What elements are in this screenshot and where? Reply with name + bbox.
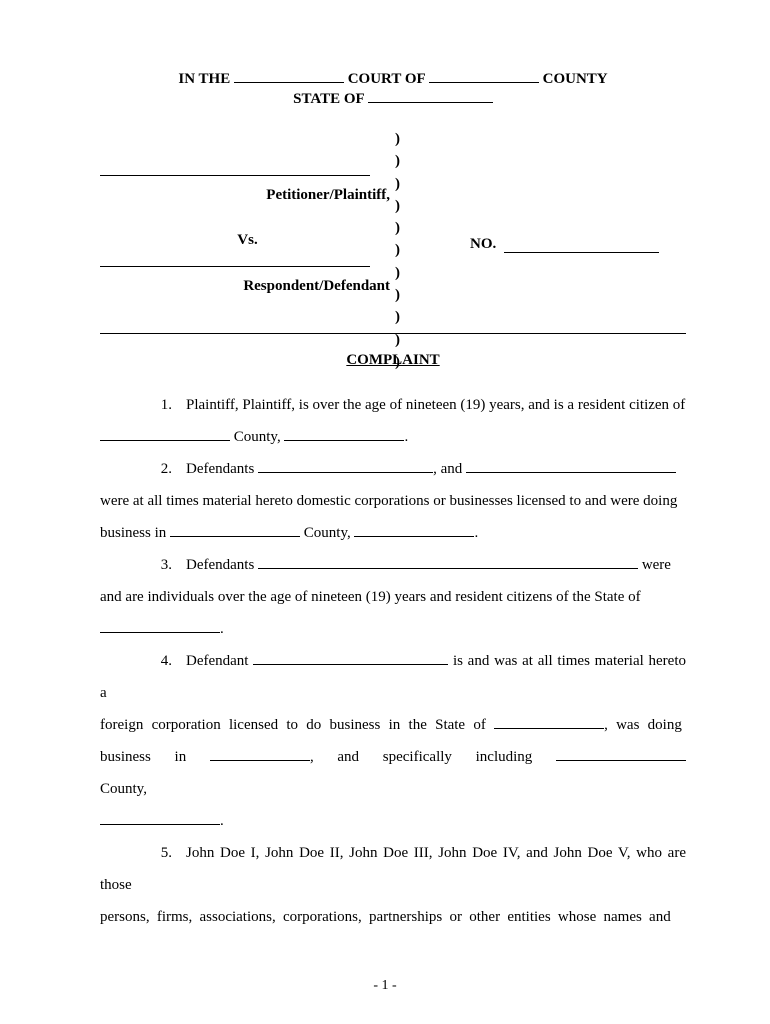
p4-text-a: Defendant bbox=[186, 653, 253, 669]
p2-text-a: Defendants bbox=[186, 461, 258, 477]
blank-p3-defendants bbox=[258, 555, 638, 569]
blank-case-number bbox=[504, 252, 659, 253]
para-5-cont: persons, firms, associations, corporatio… bbox=[100, 901, 686, 933]
para-5: 5.John Doe I, John Doe II, John Doe III,… bbox=[100, 837, 686, 901]
blank-p1-state bbox=[284, 427, 404, 441]
blank-p4-county bbox=[556, 747, 686, 761]
para-3-cont2: . bbox=[100, 613, 686, 645]
body-text: 1.Plaintiff, Plaintiff, is over the age … bbox=[100, 389, 686, 933]
p3-text-a: Defendants bbox=[186, 557, 258, 573]
blank-county-name bbox=[429, 70, 539, 83]
p4-text-h: . bbox=[220, 813, 224, 829]
blank-p4-end bbox=[100, 811, 220, 825]
p2-text-e: County, bbox=[300, 525, 354, 541]
divider bbox=[100, 333, 686, 334]
blank-state-name bbox=[368, 90, 493, 103]
para-2: 2.Defendants , and bbox=[100, 453, 686, 485]
p3-text-c: and are individuals over the age of nine… bbox=[100, 589, 641, 605]
p3-text-d: . bbox=[220, 621, 224, 637]
caption-left: Petitioner/Plaintiff, Vs. Respondent/Def… bbox=[100, 128, 395, 295]
para-4-cont2: business in , and specifically including… bbox=[100, 741, 686, 805]
header-text-1a: IN THE bbox=[178, 71, 234, 87]
p1-text-c: . bbox=[404, 429, 408, 445]
blank-p1-county bbox=[100, 427, 230, 441]
p1-text-b: County, bbox=[230, 429, 284, 445]
p4-text-d: , was doing bbox=[604, 717, 682, 733]
blank-p4-def bbox=[253, 651, 448, 665]
p2-text-c: were at all times material hereto domest… bbox=[100, 493, 677, 509]
caption-area: ))))) )))))) Petitioner/Plaintiff, Vs. R… bbox=[100, 128, 686, 295]
blank-p2-def1 bbox=[258, 459, 433, 473]
header-text-1c: COUNTY bbox=[539, 71, 608, 87]
para-2-cont2: business in County, . bbox=[100, 517, 686, 549]
blank-p2-state bbox=[354, 523, 474, 537]
p2-text-d: business in bbox=[100, 525, 170, 541]
vs-label: Vs. bbox=[100, 232, 395, 249]
p4-text-e: business in bbox=[100, 749, 210, 765]
para-4-cont1: foreign corporation licensed to do busin… bbox=[100, 709, 686, 741]
p3-text-b: were bbox=[638, 557, 671, 573]
header-line-1: IN THE COURT OF COUNTY bbox=[100, 70, 686, 88]
p2-text-b: , and bbox=[433, 461, 466, 477]
blank-p4-loc bbox=[210, 747, 310, 761]
p4-text-g: County, bbox=[100, 781, 147, 797]
page-container: IN THE COURT OF COUNTY STATE OF ))))) ))… bbox=[0, 0, 770, 1024]
header-line-2: STATE OF bbox=[100, 90, 686, 108]
para-4-cont3: . bbox=[100, 805, 686, 837]
paren-column: ))))) )))))) bbox=[395, 128, 400, 373]
para-1: 1.Plaintiff, Plaintiff, is over the age … bbox=[100, 389, 686, 421]
p2-text-f: . bbox=[474, 525, 478, 541]
petitioner-label: Petitioner/Plaintiff, bbox=[100, 187, 395, 204]
blank-p3-state bbox=[100, 619, 220, 633]
p5-text-b: persons, firms, associations, corporatio… bbox=[100, 909, 671, 925]
blank-defendant-name bbox=[100, 266, 370, 267]
blank-p4-state bbox=[494, 715, 604, 729]
document-title: COMPLAINT bbox=[100, 352, 686, 369]
blank-p2-county bbox=[170, 523, 300, 537]
case-number-area: NO. bbox=[470, 236, 659, 253]
blank-plaintiff-name bbox=[100, 175, 370, 176]
para-3: 3.Defendants were bbox=[100, 549, 686, 581]
blank-court-name bbox=[234, 70, 344, 83]
para-1-cont: County, . bbox=[100, 421, 686, 453]
header-text-2a: STATE OF bbox=[293, 91, 368, 107]
para-3-cont1: and are individuals over the age of nine… bbox=[100, 581, 686, 613]
blank-p2-def2 bbox=[466, 459, 676, 473]
para-4: 4.Defendant is and was at all times mate… bbox=[100, 645, 686, 709]
para-2-cont1: were at all times material hereto domest… bbox=[100, 485, 686, 517]
no-label: NO. bbox=[470, 236, 496, 252]
respondent-label: Respondent/Defendant bbox=[100, 278, 395, 295]
header-text-1b: COURT OF bbox=[344, 71, 429, 87]
p4-text-f: , and specifically including bbox=[310, 749, 556, 765]
p4-text-c: foreign corporation licensed to do busin… bbox=[100, 717, 494, 733]
p1-text-a: Plaintiff, Plaintiff, is over the age of… bbox=[186, 397, 685, 413]
page-number: - 1 - bbox=[0, 978, 770, 994]
p5-text-a: John Doe I, John Doe II, John Doe III, J… bbox=[100, 845, 686, 893]
